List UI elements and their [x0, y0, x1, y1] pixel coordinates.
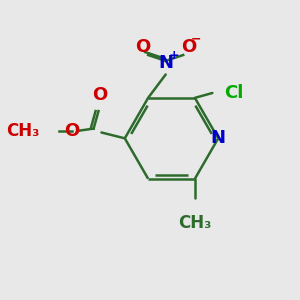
- Text: CH₃: CH₃: [178, 214, 212, 232]
- Text: CH₃: CH₃: [6, 122, 39, 140]
- Text: −: −: [190, 33, 201, 46]
- Text: Cl: Cl: [224, 84, 244, 102]
- Text: +: +: [168, 49, 179, 62]
- Text: N: N: [211, 129, 226, 147]
- Text: O: O: [135, 38, 150, 56]
- Text: O: O: [92, 85, 107, 103]
- Text: N: N: [158, 54, 173, 72]
- Text: O: O: [64, 122, 79, 140]
- Text: O: O: [182, 38, 197, 56]
